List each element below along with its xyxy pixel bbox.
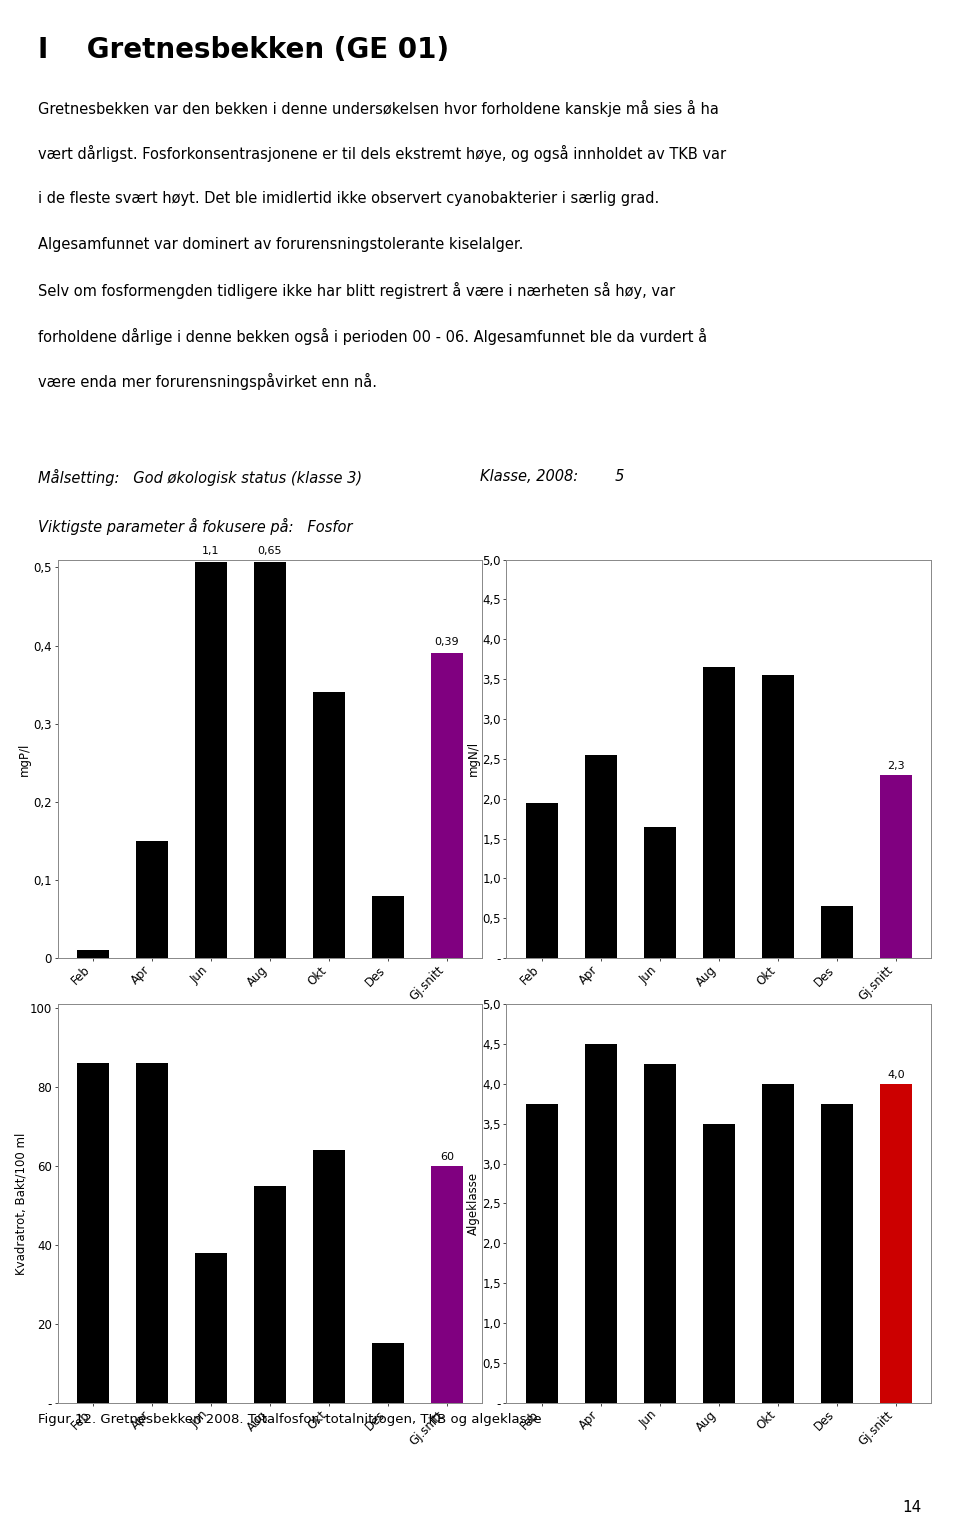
Bar xyxy=(431,653,464,958)
Bar xyxy=(253,561,286,958)
Text: Gretnesbekken var den bekken i denne undersøkelsen hvor forholdene kanskje må si: Gretnesbekken var den bekken i denne und… xyxy=(38,100,719,117)
Text: 0,39: 0,39 xyxy=(435,638,459,647)
Bar xyxy=(761,675,794,958)
Bar xyxy=(195,1252,228,1403)
Bar xyxy=(135,1064,168,1403)
Bar xyxy=(135,842,168,958)
Text: Klasse, 2008:        5: Klasse, 2008: 5 xyxy=(480,469,624,484)
Text: være enda mer forurensningspåvirket enn nå.: være enda mer forurensningspåvirket enn … xyxy=(38,374,377,391)
Bar xyxy=(585,754,617,958)
Bar xyxy=(879,774,912,958)
Bar xyxy=(585,1044,617,1403)
Bar xyxy=(761,1084,794,1403)
Text: I    Gretnesbekken (GE 01): I Gretnesbekken (GE 01) xyxy=(38,35,449,64)
Text: 60: 60 xyxy=(440,1151,454,1162)
Text: i de fleste svært høyt. Det ble imidlertid ikke observert cyanobakterier i særli: i de fleste svært høyt. Det ble imidlert… xyxy=(38,192,660,205)
Y-axis label: Kvadratrot, Bakt/100 ml: Kvadratrot, Bakt/100 ml xyxy=(14,1133,27,1274)
Bar xyxy=(525,1104,558,1403)
Bar xyxy=(372,1343,404,1403)
Text: Viktigste parameter å fokusere på:   Fosfor: Viktigste parameter å fokusere på: Fosfo… xyxy=(38,518,353,535)
Bar xyxy=(525,803,558,958)
Bar xyxy=(313,1150,346,1403)
Bar xyxy=(372,895,404,958)
Bar xyxy=(77,1064,109,1403)
Y-axis label: mgN/l: mgN/l xyxy=(467,742,479,776)
Bar xyxy=(195,561,228,958)
Bar xyxy=(879,1084,912,1403)
Bar xyxy=(253,1185,286,1403)
Text: Algesamfunnet var dominert av forurensningstolerante kiselalger.: Algesamfunnet var dominert av forurensni… xyxy=(38,236,524,251)
Text: Figur 12. Gretnesbekken 2008. Totalfosfor, totalnitrogen, TKB og algeklasse: Figur 12. Gretnesbekken 2008. Totalfosfo… xyxy=(38,1413,542,1426)
Bar xyxy=(431,1167,464,1403)
Text: 1,1: 1,1 xyxy=(203,546,220,555)
Text: 0,65: 0,65 xyxy=(257,546,282,555)
Y-axis label: Algeklasse: Algeklasse xyxy=(467,1171,479,1236)
Y-axis label: mgP/l: mgP/l xyxy=(17,742,31,776)
Bar xyxy=(643,826,676,958)
Text: forholdene dårlige i denne bekken også i perioden 00 - 06. Algesamfunnet ble da : forholdene dårlige i denne bekken også i… xyxy=(38,328,708,345)
Bar xyxy=(821,906,853,958)
Bar xyxy=(703,667,735,958)
Text: vært dårligst. Fosforkonsentrasjonene er til dels ekstremt høye, og også innhold: vært dårligst. Fosforkonsentrasjonene er… xyxy=(38,146,727,162)
Bar xyxy=(821,1104,853,1403)
Text: 4,0: 4,0 xyxy=(887,1070,904,1079)
Text: Selv om fosformengden tidligere ikke har blitt registrert å være i nærheten så h: Selv om fosformengden tidligere ikke har… xyxy=(38,282,676,299)
Bar xyxy=(703,1124,735,1403)
Bar xyxy=(313,693,346,958)
Text: 14: 14 xyxy=(902,1499,922,1515)
Text: Målsetting:   God økologisk status (klasse 3): Målsetting: God økologisk status (klasse… xyxy=(38,469,363,486)
Text: 2,3: 2,3 xyxy=(887,760,904,771)
Bar xyxy=(643,1064,676,1403)
Bar xyxy=(77,950,109,958)
